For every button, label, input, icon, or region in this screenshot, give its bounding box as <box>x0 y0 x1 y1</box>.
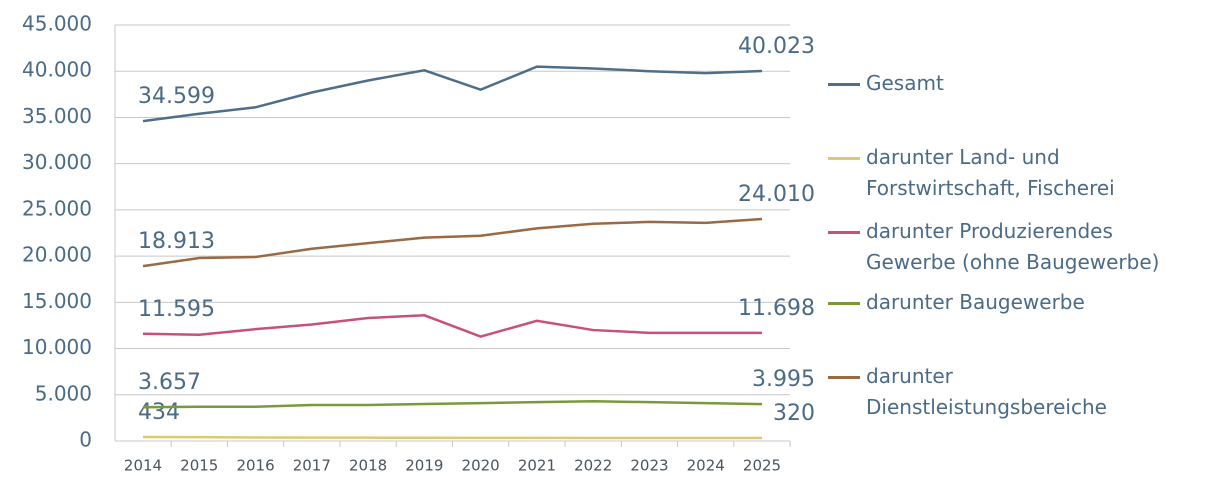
data-label: 3.657 <box>138 370 201 395</box>
legend-label: darunter Baugewerbe <box>866 290 1085 314</box>
series-line <box>142 217 763 268</box>
y-tick-label: 35.000 <box>22 104 92 128</box>
y-tick-label: 15.000 <box>22 289 92 313</box>
legend-swatch <box>828 376 860 379</box>
legend-item: darunter Land- und Forstwirtschaft, Fisc… <box>828 142 1188 204</box>
y-tick-label: 30.000 <box>22 150 92 174</box>
x-tick-label: 2016 <box>236 457 274 475</box>
data-label: 11.698 <box>738 296 815 321</box>
x-tick-label: 2015 <box>180 457 218 475</box>
series-line <box>142 435 762 440</box>
legend-label: darunter Land- und Forstwirtschaft, Fisc… <box>866 145 1115 200</box>
y-tick-label: 20.000 <box>22 243 92 267</box>
x-tick-label: 2017 <box>293 457 331 475</box>
x-tick-label: 2024 <box>687 457 725 475</box>
data-label: 24.010 <box>738 182 815 207</box>
legend-swatch <box>828 302 860 305</box>
y-tick-label: 25.000 <box>22 196 92 220</box>
y-tick-label: 40.000 <box>22 58 92 82</box>
data-label: 11.595 <box>138 297 215 322</box>
legend-label: darunter Dienstleistungsbereiche <box>866 364 1107 419</box>
legend-item: darunter Dienstleistungsbereiche <box>828 361 1188 423</box>
data-label: 434 <box>138 400 180 425</box>
legend-item: darunter Produzierendes Gewerbe (ohne Ba… <box>828 216 1188 278</box>
series-line <box>142 399 763 409</box>
y-tick-label: 5.000 <box>35 381 92 405</box>
x-tick-label: 2022 <box>574 457 612 475</box>
series-line <box>142 314 763 338</box>
data-label: 3.995 <box>752 367 815 392</box>
y-tick-label: 10.000 <box>22 335 92 359</box>
y-tick-label: 0 <box>79 428 92 452</box>
legend-label: Gesamt <box>866 71 944 95</box>
x-tick-label: 2019 <box>405 457 443 475</box>
data-label: 40.023 <box>738 34 815 59</box>
series-line <box>142 65 763 123</box>
x-tick-label: 2023 <box>630 457 668 475</box>
legend-swatch <box>828 231 860 234</box>
data-label: 34.599 <box>138 84 215 109</box>
x-tick-label: 2021 <box>518 457 556 475</box>
y-tick-label: 45.000 <box>22 12 92 36</box>
legend-swatch <box>828 83 860 86</box>
data-label: 320 <box>773 401 815 426</box>
x-tick-label: 2025 <box>743 457 781 475</box>
x-tick-label: 2020 <box>462 457 500 475</box>
legend-label: darunter Produzierendes Gewerbe (ohne Ba… <box>866 219 1160 274</box>
legend-swatch <box>828 157 860 160</box>
x-tick-label: 2018 <box>349 457 387 475</box>
legend-item: darunter Baugewerbe <box>828 287 1188 318</box>
x-tick-label: 2014 <box>124 457 162 475</box>
data-label: 18.913 <box>138 229 215 254</box>
legend-item: Gesamt <box>828 68 1188 99</box>
